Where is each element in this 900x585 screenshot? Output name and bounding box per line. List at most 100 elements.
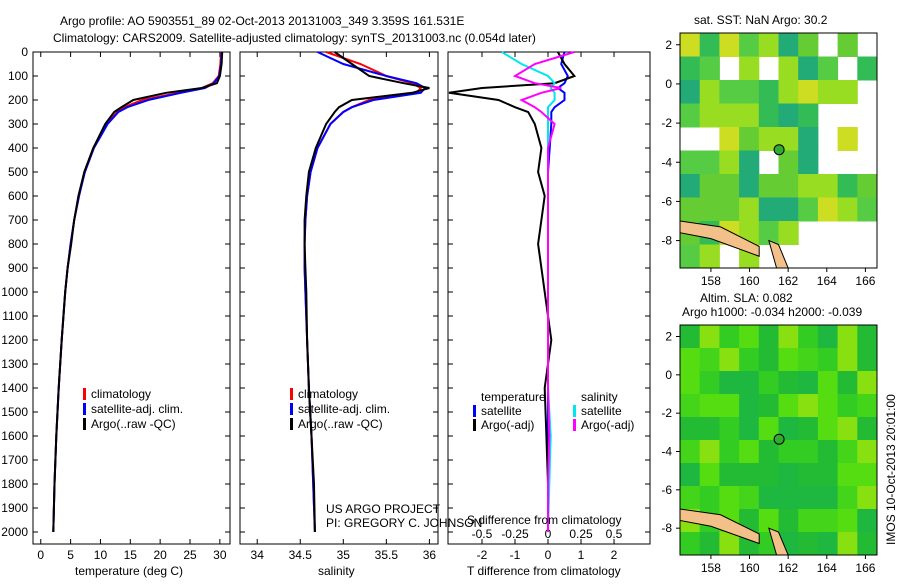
map-field-cell: [778, 197, 799, 222]
temperature-xlabel: temperature (deg C): [75, 564, 183, 578]
x2-tick-label: -0.5: [472, 527, 493, 541]
map-field-cell: [680, 394, 701, 418]
x-tick-label: 164: [817, 561, 837, 575]
legend-swatch: [290, 403, 293, 415]
x-tick-label: 34.5: [289, 548, 313, 562]
map-field-cell: [719, 174, 740, 198]
map-field-cell: [680, 440, 701, 464]
y-tick-label: 800: [8, 237, 28, 251]
map-field-cell: [817, 509, 839, 533]
legend-swatch: [83, 418, 86, 430]
plot-frame: [32, 51, 231, 545]
map-field-cell: [778, 174, 799, 198]
x-tick-label: 0: [545, 548, 552, 562]
x-tick-label: 34: [251, 548, 265, 562]
y-tick-label: 900: [8, 261, 28, 275]
map-field-cell: [758, 80, 779, 104]
sla-map-title: Altim. SLA: 0.082: [700, 291, 793, 305]
legend-label: climatology: [91, 387, 151, 401]
map-border: [679, 32, 878, 269]
y-tick-label: 0: [665, 77, 672, 91]
map-field-cell: [778, 509, 799, 533]
legend-swatch: [473, 419, 476, 431]
map-field-cell: [798, 509, 819, 533]
map-field-cell: [680, 325, 701, 349]
map-field-cell: [857, 509, 878, 533]
map-field-cell: [817, 440, 839, 464]
x-tick-label: 35.5: [375, 548, 399, 562]
x-tick-label: 162: [778, 274, 798, 288]
legend-heading: temperature: [481, 390, 546, 404]
y-tick-label: 1400: [1, 381, 28, 395]
map-field-cell: [837, 80, 858, 104]
map-field-cell: [857, 486, 878, 510]
map-field-cell: [739, 486, 760, 510]
map-field-cell: [817, 56, 839, 81]
map-field-cell: [680, 33, 701, 57]
map-field-cell: [778, 371, 799, 395]
map-field-cell: [817, 80, 839, 104]
map-field-cell: [778, 325, 799, 349]
map-field-cell: [857, 348, 878, 372]
map-field-cell: [798, 197, 819, 222]
map-field-cell: [699, 440, 720, 464]
map-field-cell: [739, 103, 760, 128]
y-tick-label: 2: [665, 38, 672, 52]
legend-label: Argo(..raw -QC): [298, 417, 383, 431]
map-field-cell: [699, 56, 720, 81]
map-field-cell: [758, 440, 779, 464]
map-field-cell: [699, 486, 720, 510]
y-tick-label: -6: [661, 194, 672, 208]
map-field-cell: [778, 80, 799, 104]
map-field-cell: [680, 463, 701, 487]
map-field-cell: [680, 371, 701, 395]
y-tick-label: 300: [8, 117, 28, 131]
x2-tick-label: 0: [545, 527, 552, 541]
y-tick-label: -8: [661, 234, 672, 248]
map-field-cell: [699, 197, 720, 222]
map-field-cell: [719, 371, 740, 395]
y-tick-label: 1300: [1, 357, 28, 371]
map-field-cell: [719, 417, 740, 441]
title-line-1: Argo profile: AO 5903551_89 02-Oct-2013 …: [60, 14, 464, 28]
map-field-cell: [719, 532, 740, 556]
map-field-cell: [699, 103, 720, 128]
map-field-cell: [719, 33, 740, 57]
map-field-cell: [837, 440, 858, 464]
plot-frame: [239, 51, 439, 545]
y-tick-label: 2000: [1, 525, 28, 539]
x-tick-label: 160: [740, 561, 760, 575]
x-tick-label: 1: [578, 548, 585, 562]
map-field-cell: [857, 56, 878, 81]
y-tick-label: -4: [661, 155, 672, 169]
legend-label: satellite: [481, 404, 522, 418]
legend-swatch: [290, 388, 293, 400]
map-field-cell: [758, 417, 779, 441]
map-field-cell: [778, 33, 799, 57]
map-field-cell: [699, 463, 720, 487]
map-field-cell: [699, 244, 720, 269]
y-tick-label: 700: [8, 213, 28, 227]
map-field-cell: [719, 150, 740, 175]
map-field-cell: [857, 371, 878, 395]
map-field-cell: [837, 325, 858, 349]
x-tick-label: 2: [611, 548, 618, 562]
map-field-cell: [778, 221, 799, 245]
map-field-cell: [758, 463, 779, 487]
map-field-cell: [798, 80, 819, 104]
map-field-cell: [837, 509, 858, 533]
x-tick-label: 35: [337, 548, 351, 562]
map-field-cell: [778, 486, 799, 510]
map-field-cell: [778, 103, 799, 128]
map-field-cell: [857, 394, 878, 418]
legend-swatch: [290, 418, 293, 430]
map-field-cell: [739, 325, 760, 349]
map-field-cell: [739, 463, 760, 487]
map-field-cell: [739, 197, 760, 222]
map-field-cell: [758, 197, 779, 222]
x-tick-label: 15: [124, 548, 138, 562]
map-field-cell: [719, 325, 740, 349]
map-field-cell: [817, 417, 839, 441]
map-field-cell: [699, 348, 720, 372]
